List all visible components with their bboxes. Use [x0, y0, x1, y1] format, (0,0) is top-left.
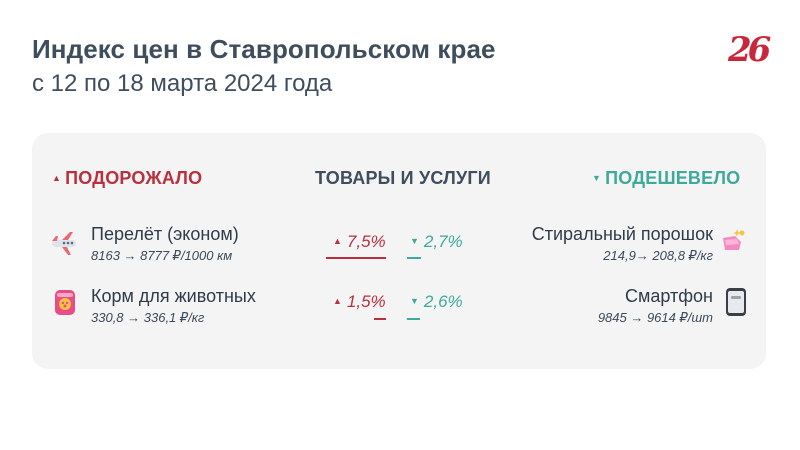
triangle-down-icon: ▼	[410, 296, 419, 306]
detergent-icon	[723, 229, 745, 250]
triangle-up-icon: ▲	[333, 296, 342, 306]
triangle-down-icon: ▼	[592, 173, 602, 183]
page-title: Индекс цен в Ставропольском крае	[32, 34, 496, 64]
item-name: Корм для животных	[91, 286, 256, 306]
column-header-middle: ТОВАРЫ И УСЛУГИ	[315, 168, 491, 188]
increase-bar	[374, 318, 386, 320]
airplane-icon	[52, 232, 76, 255]
item-prices: 8163 → 8777 ₽/1000 км	[91, 248, 233, 263]
decrease-bar	[407, 257, 421, 259]
decrease-bar	[407, 318, 420, 320]
triangle-down-icon: ▼	[410, 236, 419, 246]
pet-food-icon	[55, 290, 75, 315]
decrease-percent: ▼ 2,6%	[410, 292, 463, 311]
item-name: Перелёт (эконом)	[91, 224, 239, 244]
increase-percent: ▲ 7,5%	[333, 232, 386, 251]
page-subtitle: с 12 по 18 марта 2024 года	[32, 70, 333, 97]
item-prices: 330,8 → 336,1 ₽/кг	[91, 310, 205, 325]
price-index-card	[32, 133, 766, 369]
smartphone-icon	[726, 288, 746, 316]
column-header-up: ▲ ПОДОРОЖАЛО	[52, 168, 203, 188]
logo-26: 26	[728, 30, 771, 70]
decrease-percent: ▼ 2,7%	[410, 232, 463, 251]
triangle-up-icon: ▲	[333, 236, 342, 246]
item-name: Смартфон	[624, 286, 713, 306]
column-header-down: ▼ ПОДЕШЕВЕЛО	[592, 168, 741, 188]
triangle-up-icon: ▲	[52, 173, 62, 183]
item-prices: 214,9→ 208,8 ₽/кг	[603, 248, 713, 263]
item-name: Стиральный порошок	[531, 224, 713, 244]
item-prices: 9845 → 9614 ₽/шт	[597, 310, 713, 325]
increase-percent: ▲ 1,5%	[333, 292, 386, 311]
increase-bar	[326, 257, 386, 259]
